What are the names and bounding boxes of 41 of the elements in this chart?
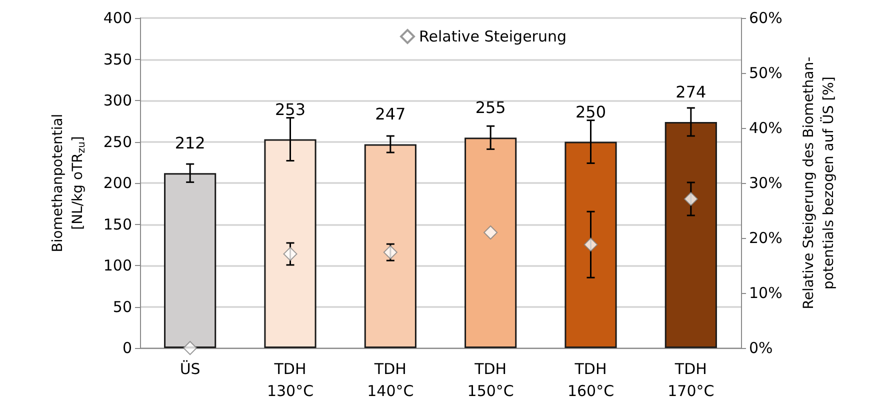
data-label: 212 bbox=[174, 134, 206, 153]
x-tick-label: TDH 130°C bbox=[266, 360, 314, 400]
data-label: 274 bbox=[676, 82, 706, 102]
x-tick-label: ÜS bbox=[180, 360, 200, 378]
y-tick-label: 300 bbox=[103, 92, 132, 110]
y2-tick-label: 50% bbox=[749, 64, 782, 82]
y2-axis-title: Relative Steigerung des Biomethan- potentials bezogen auf ÜS [%] bbox=[801, 56, 837, 310]
data-label: 247 bbox=[375, 104, 406, 124]
data-label: 255 bbox=[475, 98, 506, 118]
y2-tick-label: 10% bbox=[749, 284, 782, 302]
point bbox=[684, 192, 698, 206]
y-tick-label: 400 bbox=[103, 9, 132, 27]
y-tick-label: 350 bbox=[103, 50, 132, 68]
y2-tick-label: 20% bbox=[749, 229, 782, 247]
y2-tick-label: 60% bbox=[749, 9, 782, 27]
x-tick-label: TDH 140°C bbox=[367, 360, 414, 400]
y2-tick-label: 30% bbox=[749, 174, 782, 192]
bar bbox=[264, 139, 316, 348]
x-tick-label: TDH 160°C bbox=[567, 360, 614, 400]
data-label: 253 bbox=[274, 100, 306, 119]
data-label: 250 bbox=[575, 102, 606, 122]
y-tick-label: 150 bbox=[103, 215, 132, 234]
y2-tick-label: 0% bbox=[749, 339, 773, 357]
y-tick-label: 50 bbox=[112, 298, 132, 316]
point bbox=[183, 341, 198, 355]
y-tick-label: 250 bbox=[103, 132, 132, 151]
point bbox=[283, 246, 298, 261]
x-tick-label: TDH 170°C bbox=[668, 360, 714, 400]
legend-label: Relative Steigerung bbox=[419, 28, 567, 46]
bar bbox=[664, 122, 717, 348]
bar bbox=[464, 138, 517, 348]
point bbox=[383, 245, 398, 260]
y-tick-label: 100 bbox=[103, 256, 132, 274]
point bbox=[584, 238, 598, 252]
y-tick-label: 200 bbox=[103, 174, 132, 192]
point bbox=[484, 226, 498, 240]
bar bbox=[364, 144, 416, 348]
y2-tick-label: 40% bbox=[749, 119, 782, 137]
y-tick-label: 0 bbox=[122, 339, 132, 357]
x-tick-label: TDH 150°C bbox=[467, 360, 514, 400]
bar bbox=[564, 142, 617, 348]
